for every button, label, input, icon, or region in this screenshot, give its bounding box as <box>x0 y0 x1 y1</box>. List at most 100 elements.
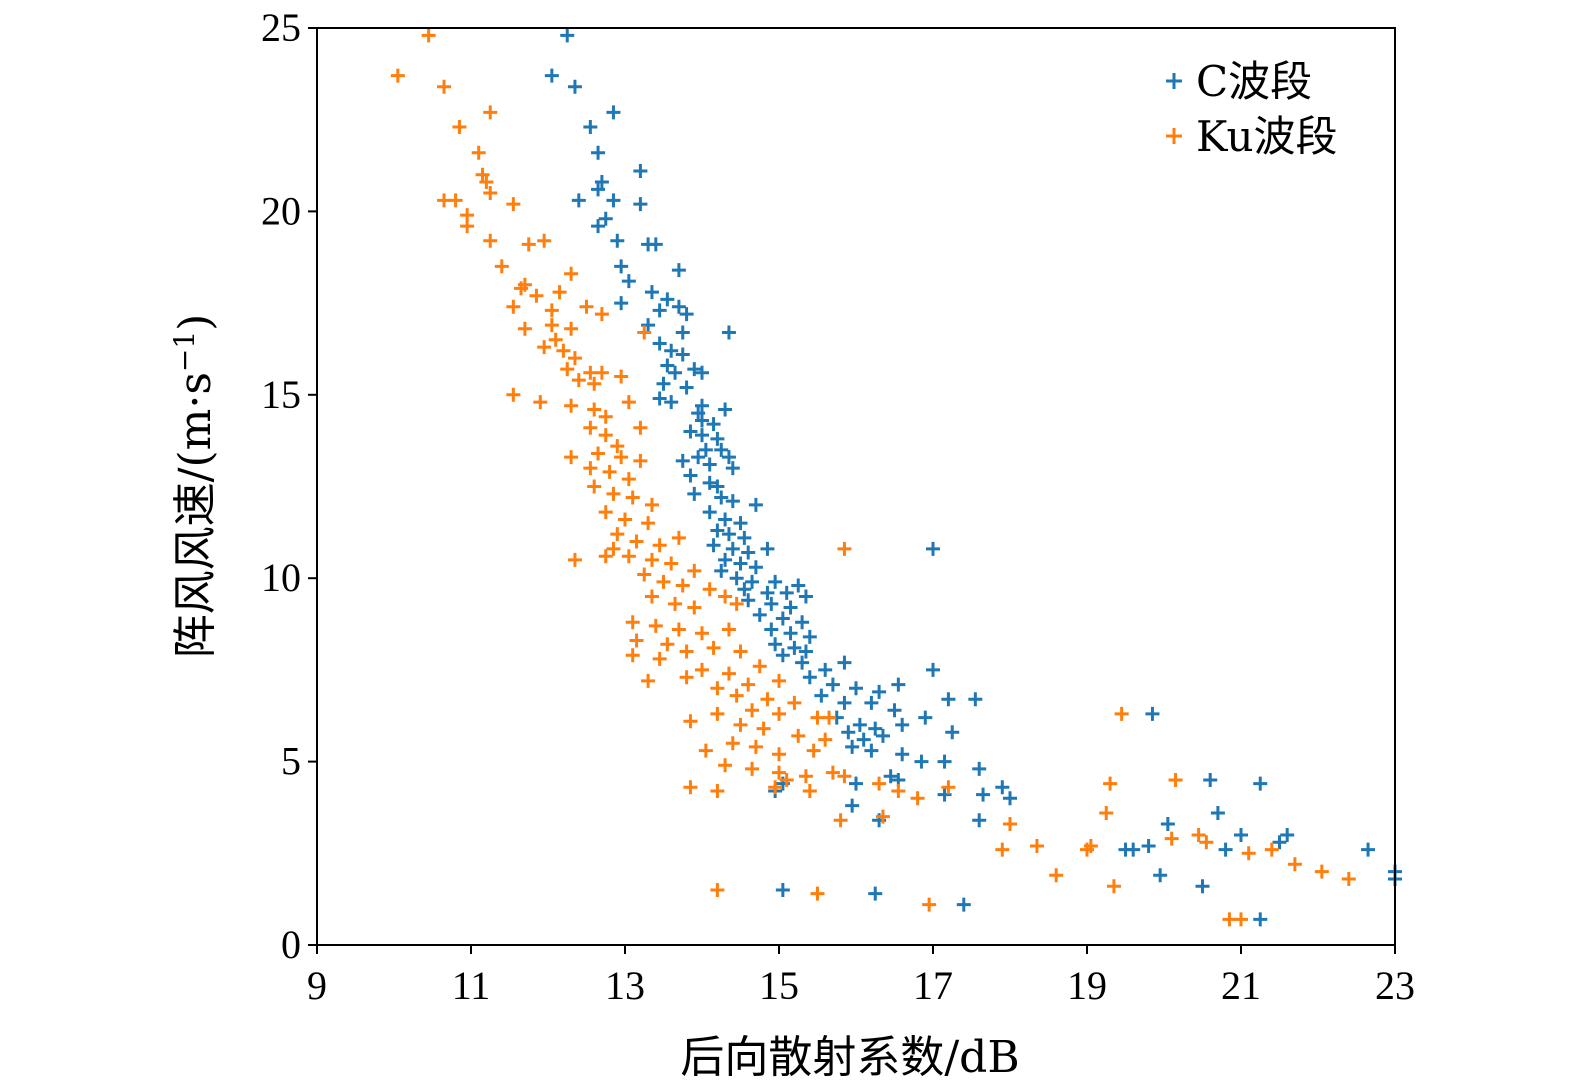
data-point <box>637 567 652 582</box>
data-point <box>968 692 983 707</box>
data-point <box>556 343 571 358</box>
data-point <box>702 475 717 490</box>
data-point <box>1141 838 1156 853</box>
data-point <box>437 79 452 94</box>
data-point <box>506 387 521 402</box>
data-point <box>1168 772 1183 787</box>
data-point <box>745 703 760 718</box>
data-point <box>810 886 825 901</box>
data-point <box>733 644 748 659</box>
data-point <box>783 600 798 615</box>
data-point <box>1029 838 1044 853</box>
data-point <box>614 259 629 274</box>
data-point <box>629 534 644 549</box>
data-point <box>621 274 636 289</box>
data-point <box>772 673 786 688</box>
data-point <box>483 105 498 120</box>
data-point <box>537 340 552 355</box>
legend-label-c-band: C波段 <box>1196 57 1312 106</box>
data-point <box>583 461 598 476</box>
data-point <box>710 706 725 721</box>
plot-frame <box>316 27 1396 946</box>
data-point <box>695 662 709 677</box>
data-point <box>660 292 675 307</box>
data-point <box>675 347 690 362</box>
data-point <box>872 776 887 791</box>
data-point <box>621 549 636 564</box>
data-point <box>652 651 667 666</box>
data-point <box>764 596 779 611</box>
data-point <box>864 743 879 758</box>
data-point <box>1241 846 1256 861</box>
data-point <box>733 717 748 732</box>
data-point <box>718 552 733 567</box>
data-point <box>594 307 609 322</box>
data-point <box>475 167 490 182</box>
data-point <box>529 288 544 303</box>
data-point <box>702 582 717 597</box>
data-point <box>1210 805 1225 820</box>
data-point <box>567 552 582 567</box>
data-point <box>544 68 559 83</box>
data-point <box>745 574 760 589</box>
data-point <box>644 497 659 512</box>
data-point <box>721 622 736 637</box>
data-point <box>814 688 829 703</box>
data-point <box>725 736 740 751</box>
data-point <box>1203 772 1218 787</box>
data-point <box>660 637 675 652</box>
data-point <box>941 780 956 795</box>
x-tick-label: 23 <box>1375 963 1415 1008</box>
data-point <box>687 362 702 377</box>
data-point <box>837 655 852 670</box>
data-point <box>702 457 717 472</box>
data-point <box>937 754 952 769</box>
data-point <box>598 505 613 520</box>
data-point <box>579 299 594 314</box>
data-point <box>802 670 817 685</box>
data-point <box>1199 835 1214 850</box>
data-point <box>602 464 617 479</box>
data-point <box>1341 871 1356 886</box>
data-point <box>1160 816 1175 831</box>
data-point <box>772 747 786 762</box>
data-point <box>798 644 813 659</box>
data-point <box>695 626 709 641</box>
data-point <box>679 307 694 322</box>
data-point <box>845 798 860 813</box>
legend-marker-c-band <box>1166 73 1182 89</box>
data-point <box>868 886 883 901</box>
plot-points <box>390 28 1402 927</box>
data-point <box>641 673 656 688</box>
data-point <box>714 442 729 457</box>
data-point <box>629 633 644 648</box>
data-point <box>725 461 740 476</box>
data-point <box>710 882 725 897</box>
legend-item-ku-band: Ku波段 <box>1166 112 1338 161</box>
data-point <box>718 512 733 527</box>
data-point <box>721 450 736 465</box>
data-point <box>691 450 706 465</box>
data-point <box>837 695 852 710</box>
data-point <box>571 193 586 208</box>
data-point <box>1145 706 1160 721</box>
series-ku-band <box>390 28 1356 927</box>
data-point <box>671 263 686 278</box>
data-point <box>452 120 467 135</box>
data-point <box>671 622 686 637</box>
data-point <box>802 783 817 798</box>
x-tick-label: 11 <box>452 963 491 1008</box>
x-axis: 9 11 13 15 17 19 21 23 <box>307 945 1415 1008</box>
data-point <box>1314 864 1329 879</box>
data-point <box>783 626 798 641</box>
data-point <box>591 446 606 461</box>
data-point <box>795 615 810 630</box>
data-point <box>614 369 629 384</box>
data-point <box>517 321 532 336</box>
data-point <box>895 747 910 762</box>
data-point <box>560 362 575 377</box>
data-point <box>625 490 640 505</box>
data-point <box>564 321 579 336</box>
data-point <box>483 233 498 248</box>
data-point <box>656 574 671 589</box>
